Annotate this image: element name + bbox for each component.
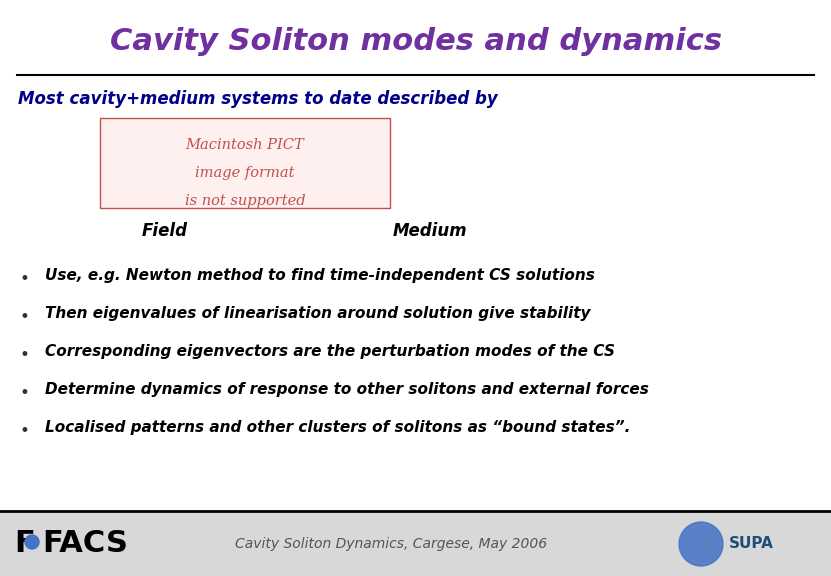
Circle shape bbox=[679, 522, 723, 566]
Text: Cavity Soliton Dynamics, Cargese, May 2006: Cavity Soliton Dynamics, Cargese, May 20… bbox=[234, 537, 547, 551]
Text: •: • bbox=[20, 346, 30, 364]
Text: Determine dynamics of response to other solitons and external forces: Determine dynamics of response to other … bbox=[45, 382, 649, 397]
Text: F: F bbox=[14, 529, 35, 559]
Text: •: • bbox=[20, 270, 30, 288]
Text: Field: Field bbox=[142, 222, 188, 240]
Text: Use, e.g. Newton method to find time-independent CS solutions: Use, e.g. Newton method to find time-ind… bbox=[45, 268, 595, 283]
Text: Localised patterns and other clusters of solitons as “bound states”.: Localised patterns and other clusters of… bbox=[45, 420, 631, 435]
Text: image format: image format bbox=[195, 166, 295, 180]
Bar bbox=[100, 118, 390, 208]
Text: Most cavity+medium systems to date described by: Most cavity+medium systems to date descr… bbox=[18, 90, 498, 108]
Circle shape bbox=[25, 535, 39, 549]
Bar bbox=[0, 511, 831, 576]
Text: SUPA: SUPA bbox=[729, 536, 774, 551]
Text: Medium: Medium bbox=[393, 222, 467, 240]
Text: Macintosh PICT: Macintosh PICT bbox=[185, 138, 304, 152]
Text: is not supported: is not supported bbox=[184, 194, 305, 208]
Text: •: • bbox=[20, 422, 30, 440]
Text: FACS: FACS bbox=[42, 529, 128, 559]
Text: •: • bbox=[20, 384, 30, 402]
Text: •: • bbox=[20, 308, 30, 326]
Text: un: un bbox=[27, 537, 37, 547]
Text: Cavity Soliton modes and dynamics: Cavity Soliton modes and dynamics bbox=[110, 28, 721, 56]
Text: Then eigenvalues of linearisation around solution give stability: Then eigenvalues of linearisation around… bbox=[45, 306, 591, 321]
Text: Corresponding eigenvectors are the perturbation modes of the CS: Corresponding eigenvectors are the pertu… bbox=[45, 344, 615, 359]
